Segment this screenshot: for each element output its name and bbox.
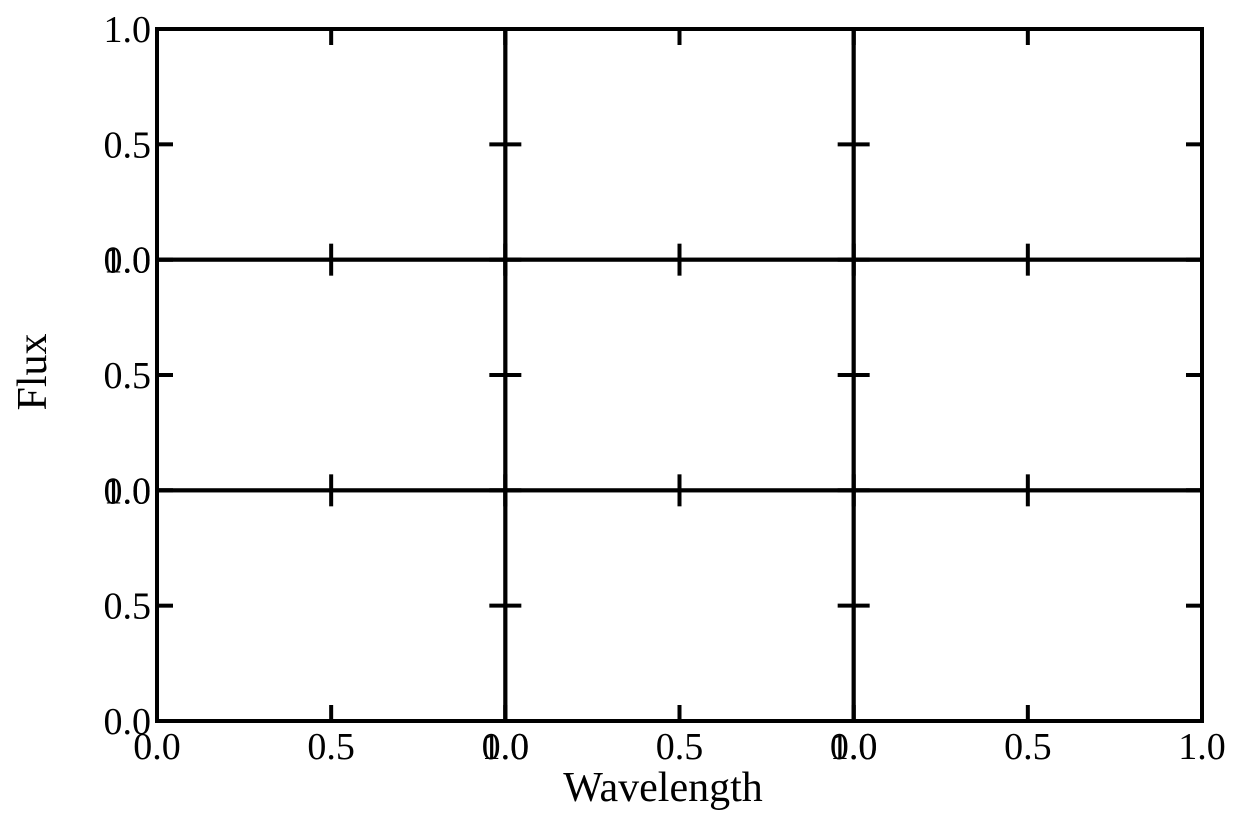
x-tick-label: 1.0 [1178, 726, 1226, 768]
x-tick-label: 0.0 [830, 726, 878, 768]
y-tick-labels: 0.00.51.00.00.51.00.00.51.0 [104, 9, 152, 743]
y-tick-label: 0.0 [104, 701, 152, 743]
panel-frame [155, 257, 508, 493]
panel-frame [503, 27, 856, 262]
panel-r2-c1 [155, 257, 508, 493]
x-tick-label: 1.0 [482, 726, 530, 768]
panel-r2-c3 [851, 257, 1205, 493]
y-tick-label: 0.5 [104, 124, 152, 166]
panel-frame [503, 257, 856, 493]
y-tick-label: 0.5 [104, 586, 152, 628]
y-tick-label: 1.0 [104, 9, 152, 51]
panel-r3-c1 [155, 488, 508, 724]
x-tick-label: 0.0 [482, 726, 530, 768]
y-tick-label: 1.0 [104, 470, 152, 512]
x-tick-label: 0.5 [656, 726, 704, 768]
panel-frame [155, 27, 508, 262]
panel-frame [851, 27, 1205, 262]
x-tick-label: 1.0 [830, 726, 878, 768]
panel-frame [503, 488, 856, 724]
x-tick-label: 0.5 [307, 726, 355, 768]
y-tick-label: 0.0 [104, 240, 152, 282]
panel-frame [155, 488, 508, 724]
y-tick-label: 0.5 [104, 355, 152, 397]
y-tick-label: 0.0 [104, 470, 152, 512]
x-axis-label: Wavelength [563, 765, 763, 811]
y-tick-label: 1.0 [104, 240, 152, 282]
panel-frame [851, 488, 1205, 724]
panel-r3-c2 [503, 488, 856, 724]
y-axis-label: Flux [10, 333, 56, 410]
panel-r1-c2 [503, 27, 856, 262]
panels [155, 27, 1205, 724]
panel-frame [851, 257, 1205, 493]
x-tick-labels: 0.0 0.5 1.00.0 0.5 1.00.0 0.5 1.0 [133, 726, 1226, 768]
x-tick-label: 0.5 [1004, 726, 1052, 768]
panel-r2-c2 [503, 257, 856, 493]
panel-r1-c1 [155, 27, 508, 262]
x-tick-label: 0.0 [133, 726, 181, 768]
panel-r3-c3 [851, 488, 1205, 724]
panel-r1-c3 [851, 27, 1205, 262]
